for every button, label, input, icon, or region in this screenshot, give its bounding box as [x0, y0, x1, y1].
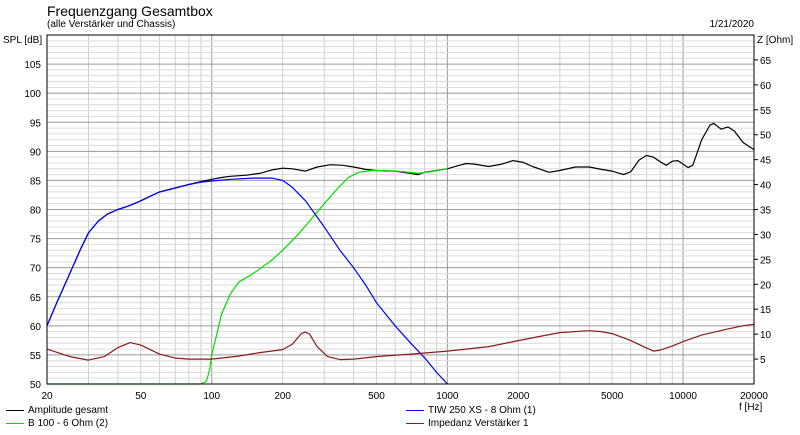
y-right-tick-label: 30: [760, 230, 772, 241]
y-left-tick-label: 65: [30, 293, 42, 304]
x-tick-label: 2000: [507, 391, 530, 402]
series-line-0: [46, 122, 755, 327]
y-left-tick-label: 70: [30, 264, 42, 275]
x-tick-label: 5000: [601, 391, 624, 402]
chart-date: 1/21/2020: [709, 19, 755, 30]
x-tick-label: 200: [274, 391, 291, 402]
x-tick-label: 20: [41, 391, 53, 402]
y-axis-left-label: SPL [dB]: [3, 35, 43, 46]
y-right-tick-label: 5: [760, 355, 766, 366]
legend-label: Amplitude gesamt: [28, 405, 109, 416]
ticks: 20 50 100 200 500 1000 2000 5000 10000 2000050556…: [24, 56, 771, 402]
y-left-tick-label: 80: [30, 206, 42, 217]
y-right-tick-label: 15: [760, 305, 772, 316]
grid: [46, 35, 755, 384]
legend-label: B 100 - 6 Ohm (2): [28, 418, 109, 429]
series-line-1: [47, 168, 448, 385]
y-left-tick-label: 75: [30, 235, 42, 246]
y-right-tick-label: 40: [760, 181, 772, 192]
y-left-tick-label: 100: [24, 89, 41, 100]
x-tick-label: 1000: [436, 391, 459, 402]
y-right-tick-label: 10: [760, 330, 772, 341]
x-tick-label: 100: [203, 391, 220, 402]
chart-subtitle: (alle Verstärker und Chassis): [47, 19, 176, 30]
x-axis-label: f [Hz]: [739, 402, 763, 413]
legend-label: TIW 250 XS - 8 Ohm (1): [428, 405, 536, 416]
series-line-2: [46, 177, 448, 385]
legend-label: Impedanz Verstärker 1: [428, 418, 529, 429]
y-left-tick-label: 95: [30, 118, 42, 129]
y-right-tick-label: 65: [760, 56, 772, 67]
y-right-tick-label: 55: [760, 106, 772, 117]
y-right-tick-label: 45: [760, 156, 772, 167]
y-right-tick-label: 50: [760, 131, 772, 142]
x-tick-label: 20000: [740, 391, 768, 402]
x-tick-label: 500: [368, 391, 385, 402]
legend-swatch: [6, 423, 24, 424]
y-right-tick-label: 25: [760, 255, 772, 266]
legend-swatch: [406, 410, 424, 411]
chart-title: Frequenzgang Gesamtbox: [47, 3, 213, 19]
y-left-tick-label: 60: [30, 322, 42, 333]
series-line-3: [46, 323, 755, 361]
y-left-tick-label: 105: [24, 60, 41, 71]
y-left-tick-label: 50: [30, 380, 42, 391]
y-right-tick-label: 60: [760, 81, 772, 92]
legend-item-amplitude: Amplitude gesamt: [6, 405, 108, 416]
x-tick-label: 10000: [669, 391, 697, 402]
legend-item-b100: B 100 - 6 Ohm (2): [6, 418, 108, 429]
y-right-tick-label: 35: [760, 206, 772, 217]
x-tick-label: 50: [135, 391, 147, 402]
y-axis-right-label: Z [Ohm]: [757, 35, 794, 46]
y-left-tick-label: 55: [30, 351, 42, 362]
legend-swatch: [406, 423, 424, 424]
curves: [46, 122, 755, 385]
y-left-tick-label: 85: [30, 176, 42, 187]
y-right-tick-label: 20: [760, 280, 772, 291]
legend-swatch: [6, 410, 24, 411]
legend-item-tiw250: TIW 250 XS - 8 Ohm (1): [406, 405, 536, 416]
legend-item-impedance: Impedanz Verstärker 1: [406, 418, 529, 429]
y-left-tick-label: 90: [30, 147, 42, 158]
